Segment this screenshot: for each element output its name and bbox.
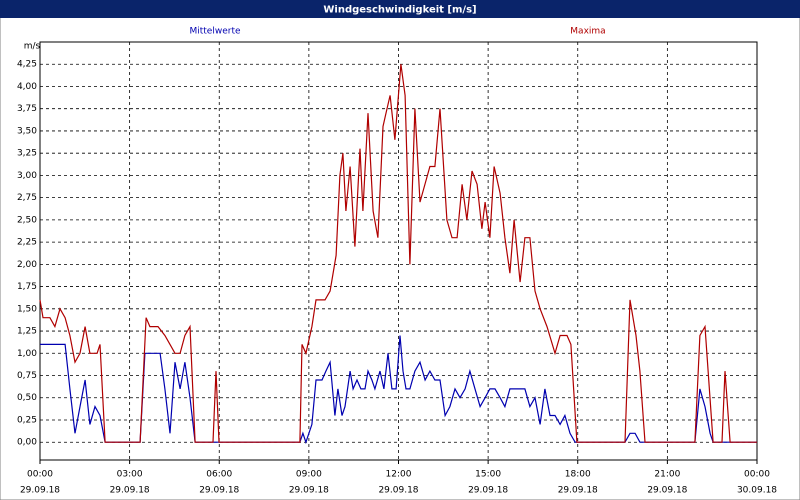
y-tick-label: 2,75 bbox=[17, 193, 37, 203]
legend-entry: Mittelwerte bbox=[189, 27, 240, 37]
x-tick-label: 00:00 bbox=[744, 470, 770, 480]
y-tick-label: 0,75 bbox=[17, 371, 37, 381]
y-tick-label: 2,50 bbox=[17, 215, 37, 225]
x-tick-sublabel: 30.09.18 bbox=[737, 486, 777, 496]
x-tick-label: 00:00 bbox=[27, 470, 53, 480]
x-tick-label: 09:00 bbox=[296, 470, 322, 480]
x-tick-label: 18:00 bbox=[565, 470, 591, 480]
x-tick-sublabel: 29.09.18 bbox=[647, 486, 687, 496]
y-tick-label: 1,50 bbox=[17, 304, 37, 314]
x-tick-sublabel: 29.09.18 bbox=[289, 486, 329, 496]
chart-title: Windgeschwindigkeit [m/s] bbox=[323, 5, 476, 16]
y-tick-label: 0,25 bbox=[17, 415, 37, 425]
y-tick-label: 3,00 bbox=[17, 171, 37, 181]
y-tick-label: 0,00 bbox=[17, 438, 37, 448]
series-line bbox=[40, 335, 757, 445]
y-tick-label: 4,00 bbox=[17, 82, 37, 92]
x-tick-label: 06:00 bbox=[206, 470, 232, 480]
y-tick-label: 0,50 bbox=[17, 393, 37, 403]
y-tick-label: 3,75 bbox=[17, 104, 37, 114]
title-bar bbox=[0, 0, 800, 18]
x-tick-sublabel: 29.09.18 bbox=[110, 486, 150, 496]
y-tick-label: 4,25 bbox=[17, 60, 37, 70]
y-tick-label: 2,00 bbox=[17, 260, 37, 270]
x-tick-sublabel: 29.09.18 bbox=[199, 486, 239, 496]
y-tick-label: 3,50 bbox=[17, 126, 37, 136]
y-tick-label: 3,25 bbox=[17, 149, 37, 159]
x-tick-label: 21:00 bbox=[654, 470, 680, 480]
y-tick-label: 1,25 bbox=[17, 327, 37, 337]
series-line bbox=[39, 64, 757, 443]
y-tick-label: 2,25 bbox=[17, 238, 37, 248]
x-tick-sublabel: 29.09.18 bbox=[558, 486, 598, 496]
x-tick-label: 15:00 bbox=[475, 470, 501, 480]
x-tick-label: 03:00 bbox=[117, 470, 143, 480]
y-tick-label: 1,00 bbox=[17, 349, 37, 359]
x-tick-label: 12:00 bbox=[386, 470, 412, 480]
x-tick-sublabel: 29.09.18 bbox=[468, 486, 508, 496]
x-tick-sublabel: 29.09.18 bbox=[378, 486, 418, 496]
y-unit: m/s bbox=[24, 42, 41, 52]
y-tick-label: 1,75 bbox=[17, 282, 37, 292]
x-tick-sublabel: 29.09.18 bbox=[20, 486, 60, 496]
legend-entry: Maxima bbox=[570, 27, 605, 37]
